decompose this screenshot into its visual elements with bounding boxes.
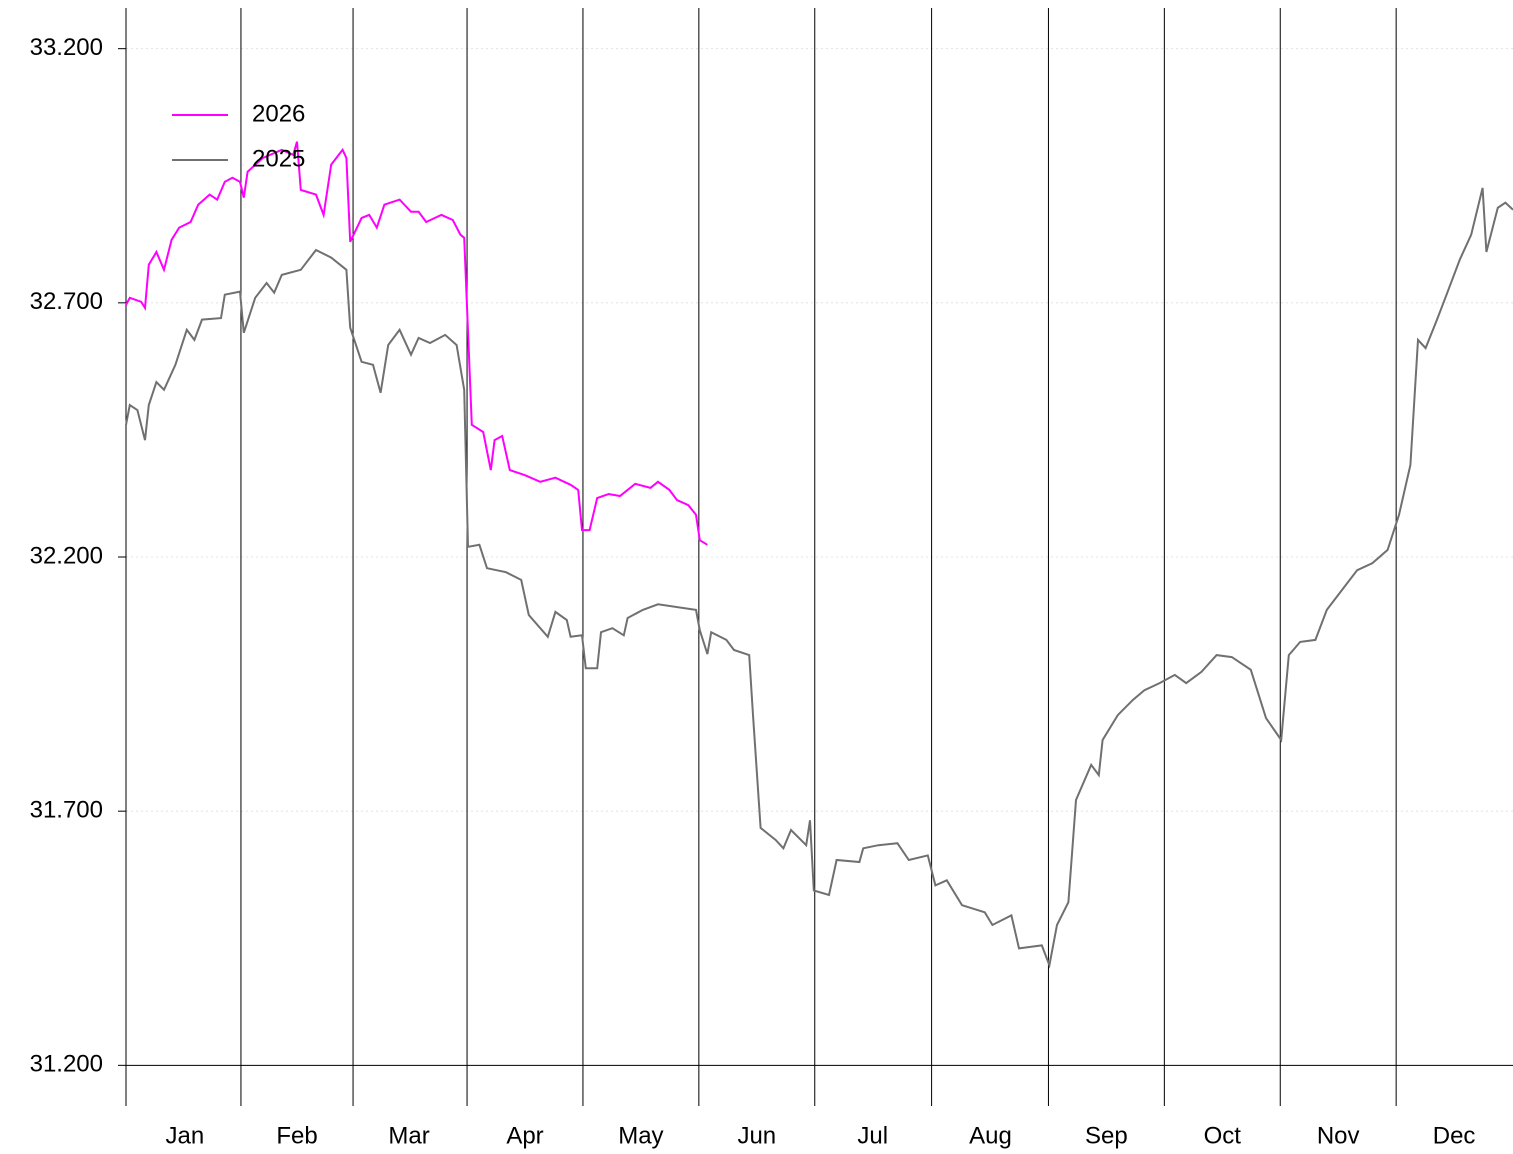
y-tick-label: 32.200 — [30, 542, 103, 569]
series-line — [125, 187, 1513, 969]
x-tick-label: Apr — [506, 1122, 543, 1149]
y-tick-label: 32.700 — [30, 288, 103, 315]
legend-label: 2026 — [252, 100, 305, 127]
x-tick-label: Sep — [1085, 1122, 1128, 1149]
x-tick-label: Feb — [276, 1122, 317, 1149]
y-tick-label: 31.700 — [30, 797, 103, 824]
x-tick-label: Jan — [166, 1122, 205, 1149]
x-tick-label: Nov — [1317, 1122, 1360, 1149]
legend-label: 2025 — [252, 145, 305, 172]
y-tick-label: 33.200 — [30, 34, 103, 61]
x-tick-label: Mar — [388, 1122, 429, 1149]
series-line — [125, 141, 708, 546]
x-tick-label: Oct — [1204, 1122, 1242, 1149]
x-tick-label: Jun — [737, 1122, 776, 1149]
y-tick-label: 31.200 — [30, 1051, 103, 1078]
x-tick-label: Aug — [969, 1122, 1012, 1149]
x-tick-label: May — [618, 1122, 663, 1149]
x-tick-label: Dec — [1433, 1122, 1476, 1149]
x-tick-label: Jul — [857, 1122, 888, 1149]
